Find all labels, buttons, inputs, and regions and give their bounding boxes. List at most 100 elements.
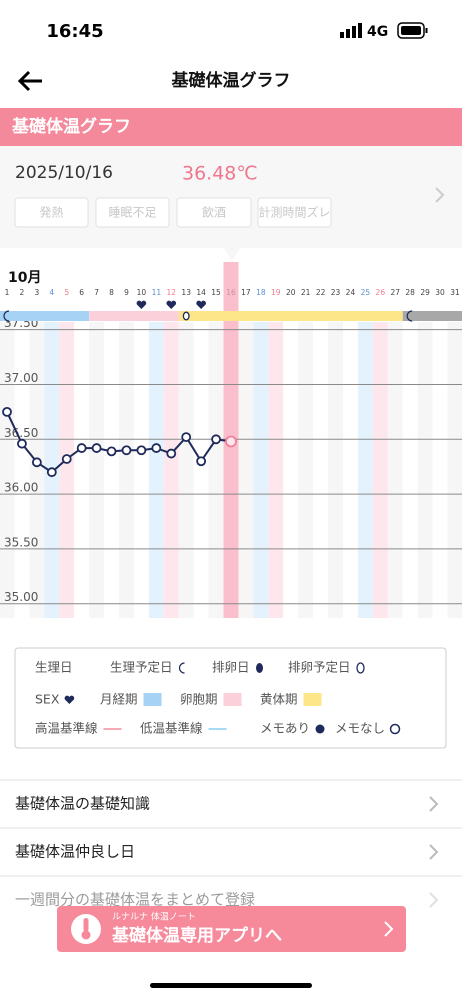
day-column (89, 322, 105, 618)
temperature-point (166, 448, 177, 459)
button-caption: ルナルナ 体温ノート (112, 911, 196, 923)
temperature-line (6, 411, 232, 474)
temperature-point (151, 443, 162, 453)
link-label[interactable]: 基礎体温の基礎知識 (15, 795, 150, 813)
tag-label: 飲酒 (202, 205, 226, 220)
button-label[interactable]: 基礎体温専用アプリへ (111, 925, 282, 946)
legend-icon (389, 723, 401, 735)
y-tick-label: 36.50 (4, 426, 38, 440)
temperature-point (46, 467, 57, 478)
day-column (238, 322, 254, 618)
back-button[interactable] (17, 70, 42, 92)
day-column (163, 322, 179, 618)
day-column (148, 322, 164, 618)
legend-icon (356, 662, 365, 674)
x-tick-label: 30 (435, 288, 445, 297)
temperature-point (31, 457, 42, 468)
x-tick-label: 19 (271, 288, 281, 297)
day-column (387, 322, 403, 618)
legend-label: 排卵予定日 (288, 660, 351, 675)
day-column (417, 322, 433, 618)
day-column (178, 322, 194, 618)
pointer (224, 248, 240, 262)
sex-marker (196, 300, 206, 309)
day-column (59, 322, 75, 618)
x-tick-label: 5 (64, 288, 69, 297)
temperature-point (196, 456, 207, 467)
legend-label: 排卵日 (212, 660, 250, 675)
record-panel (0, 146, 462, 248)
x-tick-label: 9 (124, 288, 129, 297)
day-column (447, 322, 462, 618)
legend-icon (315, 724, 325, 734)
sex-marker (166, 300, 177, 309)
home-indicator (150, 983, 312, 988)
day-column (119, 322, 134, 618)
day-column (342, 322, 358, 618)
x-tick-label: 21 (301, 288, 311, 297)
day-column (104, 322, 120, 618)
y-tick-label: 37.00 (4, 371, 38, 385)
legend-label: 月経期 (100, 692, 138, 707)
x-tick-label: 7 (94, 288, 99, 297)
section-bar (0, 108, 462, 146)
x-tick-label: 8 (109, 288, 114, 297)
tag-label: 睡眠不足 (108, 206, 156, 220)
tag-button[interactable] (14, 197, 89, 228)
legend-icon (303, 693, 322, 706)
x-tick-label: 18 (256, 288, 266, 297)
x-tick-label: 15 (211, 288, 221, 297)
link-label[interactable]: 基礎体温仲良し日 (15, 843, 135, 861)
phase-bar (178, 311, 403, 321)
day-column (283, 322, 299, 618)
x-tick-label: 1 (5, 288, 10, 297)
day-column (298, 322, 314, 618)
x-tick-label: 12 (166, 288, 176, 297)
button-chevron (384, 921, 394, 937)
x-tick-label: 3 (34, 288, 39, 297)
tag-button[interactable] (95, 197, 170, 228)
x-tick-label: 29 (420, 288, 430, 297)
legend-icon (223, 693, 242, 706)
temperature-point (2, 406, 12, 417)
day-column (193, 322, 209, 618)
month-label: 10月 (8, 270, 41, 286)
legend-icon (143, 693, 162, 706)
x-tick-label: 2 (20, 288, 25, 297)
temperature-point (17, 438, 27, 449)
x-tick-label: 6 (79, 288, 84, 297)
x-tick-label: 22 (316, 288, 326, 297)
sex-marker (136, 300, 147, 309)
signal (340, 23, 362, 38)
temperature-point (106, 446, 117, 457)
legend-icon (256, 663, 264, 673)
y-tick-label: 35.50 (4, 535, 38, 549)
temperature-point (91, 443, 102, 453)
x-tick-label: 27 (390, 288, 400, 297)
app-button[interactable] (57, 906, 406, 952)
nav-title: 基礎体温グラフ (171, 70, 291, 91)
x-tick-label: 23 (331, 288, 341, 297)
legend-label: 黄体期 (260, 692, 298, 707)
x-tick-label: 25 (361, 288, 371, 297)
legend-label: 生理予定日 (110, 660, 173, 675)
status-network: 4G (367, 24, 388, 40)
tag-button[interactable] (176, 197, 252, 228)
x-tick-label: 24 (346, 288, 356, 297)
temperature-point (211, 434, 221, 445)
temperature-point (181, 432, 192, 443)
day-column (0, 322, 15, 618)
x-tick-label: 14 (196, 288, 206, 297)
phase-bar (402, 311, 462, 321)
legend-label: 低温基準線 (140, 721, 203, 736)
battery (397, 22, 428, 39)
day-column (328, 322, 343, 618)
legend-icon (64, 695, 75, 704)
x-tick-label: 17 (241, 288, 251, 297)
tag-button[interactable] (257, 197, 332, 228)
thermometer-bulb (81, 930, 91, 940)
legend-label: 卵胞期 (180, 692, 218, 707)
legend-label: SEX (35, 692, 60, 707)
record-chevron[interactable] (435, 187, 445, 203)
